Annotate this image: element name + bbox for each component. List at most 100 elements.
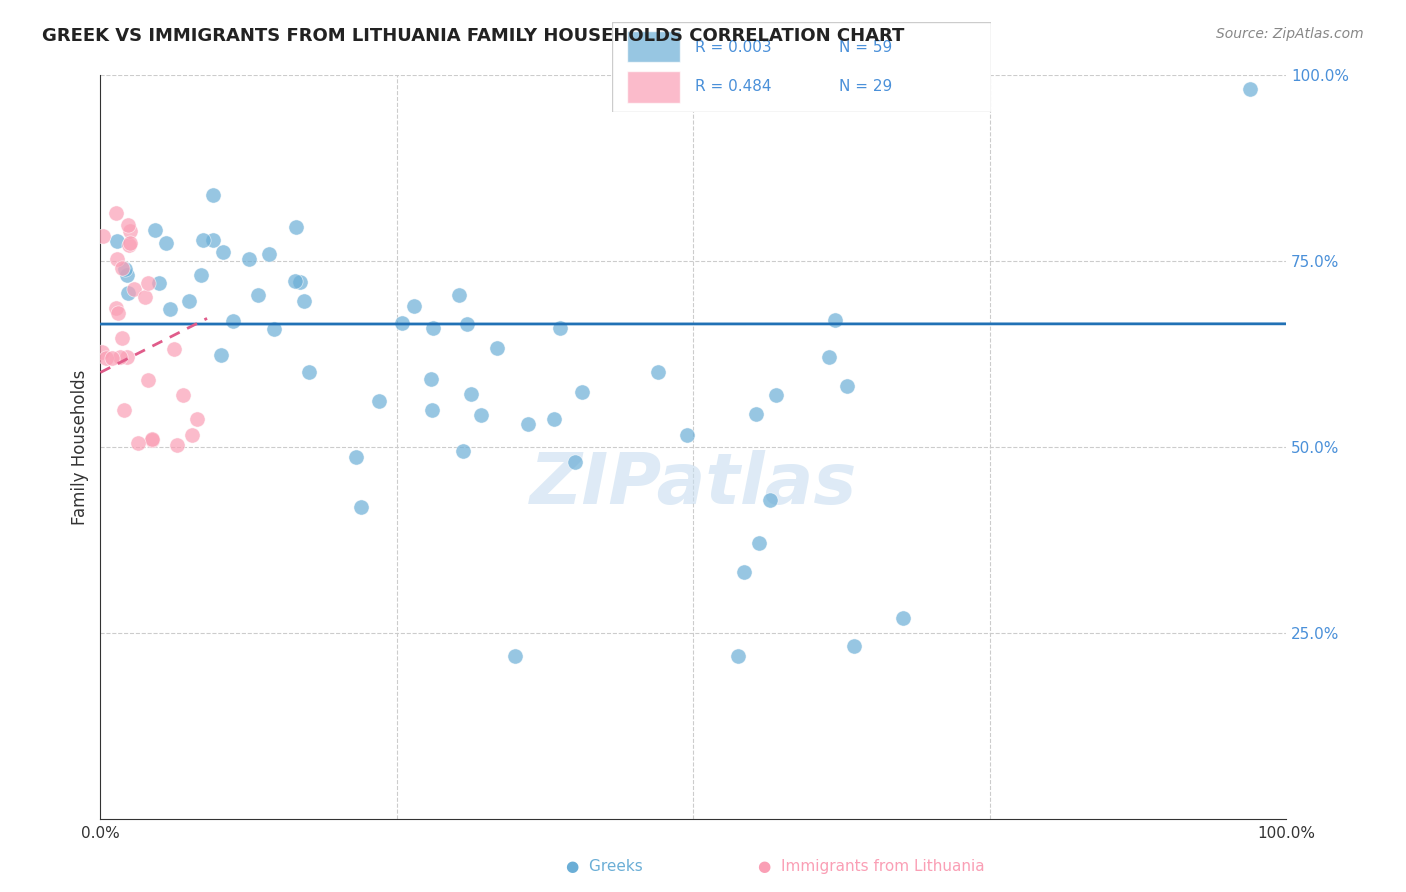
Immigrants from Lithuania: [172, 387, 194, 401]
Greeks: [420, 402, 443, 417]
Immigrants from Lithuania: [117, 218, 139, 232]
Greeks: [571, 384, 593, 399]
Greeks: [548, 320, 571, 334]
Immigrants from Lithuania: [118, 235, 141, 250]
Greeks: [842, 639, 865, 653]
Immigrants from Lithuania: [136, 276, 159, 290]
Text: N = 59: N = 59: [839, 40, 893, 54]
Immigrants from Lithuania: [93, 229, 115, 244]
Immigrants from Lithuania: [101, 351, 124, 365]
Greeks: [505, 648, 527, 663]
FancyBboxPatch shape: [612, 22, 991, 112]
Greeks: [391, 316, 413, 330]
Immigrants from Lithuania: [136, 373, 159, 387]
Greeks: [647, 366, 669, 380]
Greeks: [298, 365, 321, 379]
Greeks: [177, 293, 200, 308]
Greeks: [824, 313, 846, 327]
Greeks: [114, 262, 136, 277]
Greeks: [259, 247, 281, 261]
Greeks: [105, 234, 128, 248]
Immigrants from Lithuania: [112, 402, 135, 417]
Immigrants from Lithuania: [118, 238, 141, 252]
Greeks: [564, 455, 586, 469]
Greeks: [193, 234, 215, 248]
Greeks: [422, 321, 444, 335]
Greeks: [460, 387, 482, 401]
Greeks: [155, 235, 177, 250]
Greeks: [344, 450, 367, 464]
Greeks: [817, 351, 839, 365]
Greeks: [211, 245, 233, 260]
Greeks: [516, 417, 538, 431]
Greeks: [350, 500, 373, 514]
Greeks: [419, 372, 441, 386]
Greeks: [284, 220, 307, 235]
Greeks: [201, 187, 224, 202]
Greeks: [456, 317, 478, 331]
Greeks: [676, 428, 699, 442]
Greeks: [148, 277, 170, 291]
Greeks: [368, 393, 391, 408]
Immigrants from Lithuania: [163, 343, 186, 357]
Greeks: [1239, 82, 1261, 96]
Greeks: [292, 293, 315, 308]
Greeks: [159, 301, 181, 316]
Immigrants from Lithuania: [94, 351, 117, 365]
Immigrants from Lithuania: [107, 306, 129, 320]
Immigrants from Lithuania: [141, 434, 163, 448]
Greeks: [143, 222, 166, 236]
Greeks: [209, 348, 232, 362]
Greeks: [117, 286, 139, 301]
Greeks: [284, 274, 307, 288]
Greeks: [447, 288, 470, 302]
Greeks: [404, 299, 426, 313]
Greeks: [759, 493, 782, 508]
Immigrants from Lithuania: [111, 261, 134, 276]
FancyBboxPatch shape: [627, 71, 681, 103]
Immigrants from Lithuania: [115, 350, 138, 364]
Greeks: [745, 407, 768, 421]
Greeks: [470, 408, 492, 422]
Immigrants from Lithuania: [186, 412, 208, 426]
Greeks: [891, 611, 914, 625]
Immigrants from Lithuania: [141, 432, 163, 446]
Text: N = 29: N = 29: [839, 79, 893, 94]
Greeks: [263, 322, 285, 336]
Immigrants from Lithuania: [118, 224, 141, 238]
Greeks: [543, 412, 565, 426]
Greeks: [238, 252, 260, 266]
Text: ZIPatlas: ZIPatlas: [530, 450, 856, 518]
Greeks: [733, 565, 755, 579]
Greeks: [727, 648, 749, 663]
Immigrants from Lithuania: [134, 289, 156, 303]
Immigrants from Lithuania: [108, 351, 131, 365]
Immigrants from Lithuania: [127, 435, 149, 450]
Immigrants from Lithuania: [105, 206, 128, 220]
Immigrants from Lithuania: [104, 301, 127, 316]
Greeks: [190, 268, 212, 282]
Immigrants from Lithuania: [90, 345, 112, 359]
Greeks: [222, 313, 245, 327]
Greeks: [835, 378, 858, 392]
Greeks: [765, 388, 787, 402]
FancyBboxPatch shape: [627, 31, 681, 62]
Immigrants from Lithuania: [107, 252, 129, 266]
Immigrants from Lithuania: [180, 428, 202, 442]
Text: Source: ZipAtlas.com: Source: ZipAtlas.com: [1216, 27, 1364, 41]
Greeks: [115, 268, 138, 282]
Greeks: [748, 535, 770, 549]
Greeks: [202, 233, 225, 247]
Greeks: [288, 276, 311, 290]
Greeks: [486, 342, 509, 356]
Text: R = 0.484: R = 0.484: [695, 79, 772, 94]
Text: ●  Immigrants from Lithuania: ● Immigrants from Lithuania: [758, 859, 986, 874]
Text: R = 0.003: R = 0.003: [695, 40, 772, 54]
Text: ●  Greeks: ● Greeks: [567, 859, 643, 874]
Immigrants from Lithuania: [111, 331, 134, 345]
Greeks: [453, 444, 475, 458]
Greeks: [247, 288, 270, 302]
Y-axis label: Family Households: Family Households: [72, 369, 89, 524]
Immigrants from Lithuania: [166, 438, 188, 452]
Text: GREEK VS IMMIGRANTS FROM LITHUANIA FAMILY HOUSEHOLDS CORRELATION CHART: GREEK VS IMMIGRANTS FROM LITHUANIA FAMIL…: [42, 27, 904, 45]
